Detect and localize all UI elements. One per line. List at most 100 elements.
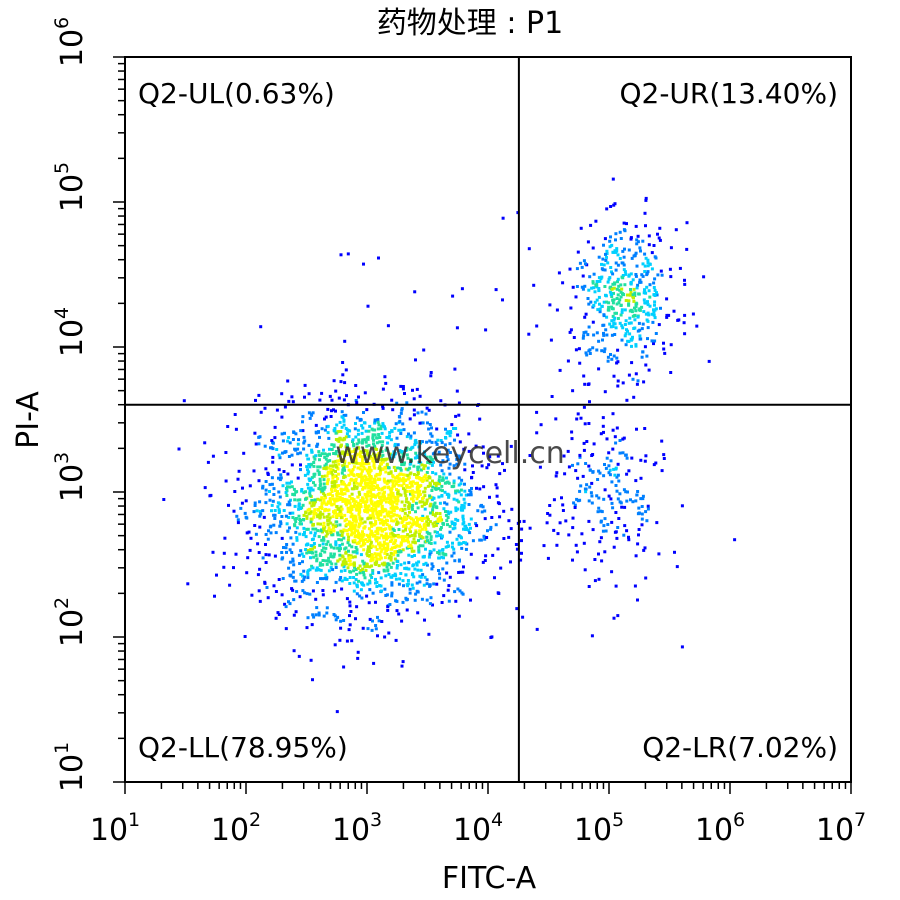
event-point	[378, 557, 382, 561]
event-point	[609, 205, 613, 208]
event-point	[336, 531, 340, 535]
event-point	[635, 302, 639, 306]
event-point	[280, 432, 284, 436]
event-point	[340, 491, 344, 495]
event-point	[350, 545, 354, 549]
event-point	[592, 272, 596, 276]
event-point	[349, 504, 353, 508]
event-point	[254, 398, 257, 402]
event-point	[639, 497, 643, 501]
event-point	[327, 528, 331, 532]
event-point	[597, 367, 601, 371]
event-point	[325, 611, 329, 615]
event-point	[454, 506, 458, 510]
event-point	[273, 425, 277, 429]
event-point	[365, 594, 369, 598]
event-point	[353, 540, 357, 544]
event-point	[324, 507, 328, 511]
event-point	[618, 451, 622, 455]
event-point	[280, 392, 284, 396]
event-point	[354, 546, 358, 549]
event-point	[280, 536, 284, 540]
event-point	[332, 510, 335, 514]
event-point	[435, 427, 439, 431]
event-point	[331, 473, 335, 477]
event-point	[451, 527, 455, 531]
event-point	[429, 511, 432, 515]
event-point	[250, 593, 254, 597]
event-point	[454, 491, 458, 495]
event-point	[306, 482, 310, 486]
event-point	[259, 512, 263, 516]
event-point	[403, 566, 407, 570]
event-point	[294, 520, 298, 524]
event-point	[314, 527, 318, 531]
event-point	[208, 494, 212, 498]
event-point	[457, 559, 461, 563]
event-point	[392, 553, 396, 557]
event-point	[312, 515, 316, 519]
event-point	[365, 444, 369, 448]
event-point	[442, 552, 446, 556]
event-point	[621, 292, 624, 296]
event-point	[365, 533, 369, 537]
event-point	[302, 526, 306, 530]
event-point	[733, 538, 737, 542]
event-point	[608, 322, 612, 326]
event-point	[555, 543, 559, 547]
event-point	[409, 530, 412, 534]
event-point	[673, 550, 676, 554]
event-point	[603, 550, 607, 554]
event-point	[405, 484, 409, 488]
event-point	[394, 422, 398, 426]
event-point	[278, 509, 281, 513]
event-point	[294, 579, 298, 583]
event-point	[293, 498, 297, 502]
event-point	[415, 563, 419, 567]
event-point	[440, 484, 444, 488]
event-point	[305, 551, 309, 555]
event-point	[382, 493, 386, 497]
event-point	[341, 499, 345, 503]
event-point	[614, 261, 618, 265]
event-point	[423, 494, 427, 498]
event-point	[646, 319, 650, 323]
event-point	[226, 425, 230, 428]
event-point	[401, 385, 405, 388]
event-point	[680, 504, 684, 508]
event-point	[597, 552, 600, 556]
event-point	[370, 531, 374, 535]
event-point	[411, 499, 415, 503]
event-point	[520, 551, 523, 555]
event-point	[561, 509, 565, 512]
event-point	[636, 512, 640, 516]
event-point	[264, 561, 268, 564]
event-point	[428, 494, 432, 498]
event-point	[387, 485, 391, 489]
event-point	[340, 587, 344, 591]
event-point	[330, 503, 334, 507]
event-point	[310, 450, 314, 454]
event-point	[366, 452, 369, 455]
event-point	[418, 525, 422, 529]
event-point	[277, 468, 281, 472]
event-point	[371, 534, 375, 538]
event-point	[310, 413, 314, 417]
event-point	[257, 442, 261, 446]
event-point	[441, 567, 445, 571]
event-point	[389, 555, 393, 559]
event-point	[334, 562, 338, 566]
event-point	[616, 497, 620, 501]
event-point	[313, 545, 316, 549]
event-point	[494, 523, 498, 527]
event-point	[609, 353, 612, 356]
event-point	[359, 544, 363, 548]
event-point	[628, 332, 632, 336]
event-point	[344, 450, 348, 454]
event-point	[636, 379, 640, 383]
event-point	[362, 561, 366, 565]
event-point	[444, 545, 448, 549]
event-point	[495, 494, 499, 498]
event-point	[636, 234, 640, 238]
event-point	[279, 520, 283, 524]
